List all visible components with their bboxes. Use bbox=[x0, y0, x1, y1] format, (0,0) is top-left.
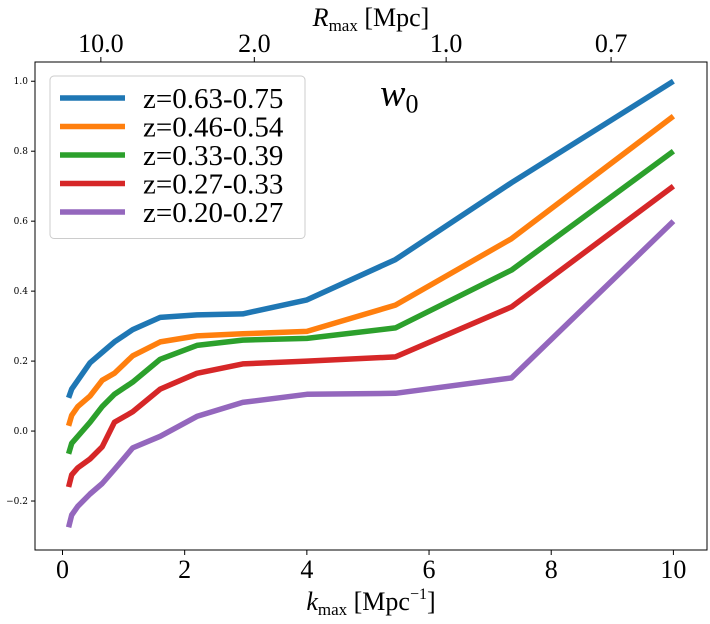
x-tick-label: 8 bbox=[545, 555, 558, 584]
x-tick-label: 10 bbox=[660, 555, 686, 584]
y-tick-label: 0.2 bbox=[14, 357, 28, 367]
series-line-4 bbox=[65, 183, 676, 488]
y-tick-label: 0.6 bbox=[14, 217, 29, 227]
y-tick-label: 0.8 bbox=[14, 147, 29, 157]
y-tick-label: 1.0 bbox=[14, 77, 29, 87]
series-line-5 bbox=[65, 219, 676, 528]
plot-frame bbox=[34, 61, 708, 551]
x-tick-label: 4 bbox=[300, 555, 313, 584]
x-tick-label: 0 bbox=[56, 555, 69, 584]
series-line-3 bbox=[65, 148, 676, 455]
legend-label-5: z=0.20-0.27 bbox=[143, 197, 283, 229]
series-layer bbox=[65, 78, 676, 528]
x-axis-label: kmax [Mpc−1] bbox=[306, 586, 435, 619]
legend-label-2: z=0.46-0.54 bbox=[143, 112, 284, 144]
legend-label-4: z=0.27-0.33 bbox=[143, 169, 283, 201]
legend: z=0.63-0.75z=0.46-0.54z=0.33-0.39z=0.27-… bbox=[49, 75, 306, 239]
legend-label-1: z=0.63-0.75 bbox=[143, 83, 283, 115]
x-tick-label: 6 bbox=[423, 555, 436, 584]
top-tick-label: 0.7 bbox=[595, 29, 628, 58]
y-tick-label: 0.0 bbox=[14, 427, 29, 437]
top-x-axis-label: Rmax [Mpc] bbox=[312, 3, 430, 35]
top-tick-label: 10.0 bbox=[78, 29, 124, 58]
ticks-layer: 0 2 4 6 8 10 −0.2 0.0 0.2 0.4 0.6 0.8 1.0 10.0 2.0 1.0 0… bbox=[6, 29, 686, 584]
series-line-1 bbox=[66, 78, 675, 399]
legend-label-3: z=0.33-0.39 bbox=[143, 140, 283, 172]
y-tick-label: −0.2 bbox=[6, 497, 28, 507]
w0-annotation: w0 bbox=[380, 73, 418, 119]
x-tick-label: 2 bbox=[178, 555, 191, 584]
legend-box bbox=[49, 75, 306, 239]
top-tick-label: 1.0 bbox=[430, 29, 463, 58]
series-line-2 bbox=[65, 114, 676, 427]
top-tick-label: 2.0 bbox=[238, 29, 271, 58]
y-tick-label: 0.4 bbox=[14, 287, 29, 297]
